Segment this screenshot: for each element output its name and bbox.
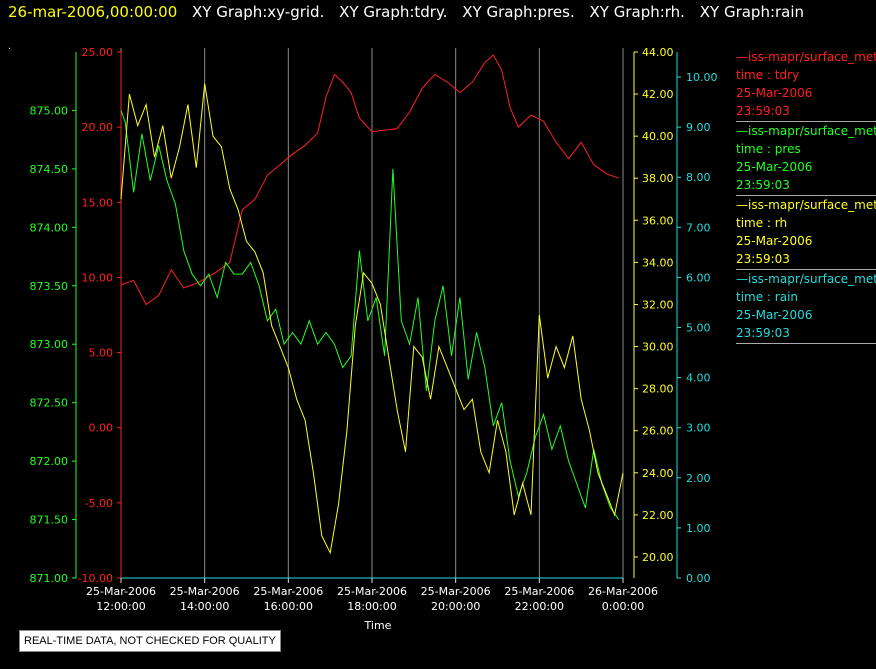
rh-tick-label: 28.00 bbox=[642, 383, 674, 396]
quality-disclaimer: REAL-TIME DATA, NOT CHECKED FOR QUALITY bbox=[19, 630, 281, 652]
x-tick-label-time: 0:00:00 bbox=[602, 600, 644, 613]
x-tick-label-time: 18:00:00 bbox=[347, 600, 396, 613]
series-line-rh bbox=[120, 83, 624, 555]
pres-tick-label: 875.00 bbox=[30, 104, 69, 117]
rh-tick-label: 42.00 bbox=[642, 88, 674, 101]
legend-entry-rh[interactable]: —iss-mapr/surface_met time : rh 25-Mar-2… bbox=[736, 196, 876, 270]
x-axis-label: Time bbox=[364, 619, 392, 632]
rh-tick-label: 24.00 bbox=[642, 467, 674, 480]
legend-divider bbox=[736, 121, 876, 122]
tdry-tick-label: -10.00 bbox=[78, 572, 113, 585]
legend-date-label: 25-Mar-2006 bbox=[736, 308, 813, 322]
rh-tick-label: 30.00 bbox=[642, 341, 674, 354]
x-tick-label-time: 16:00:00 bbox=[264, 600, 313, 613]
x-tick-label-date: 25-Mar-2006 bbox=[170, 585, 240, 598]
rain-tick-label: 3.00 bbox=[686, 422, 711, 435]
graph-label-pres: XY Graph:pres. bbox=[462, 3, 575, 21]
tdry-tick-label: -5.00 bbox=[85, 497, 113, 510]
graph-label-xy-grid: XY Graph:xy-grid. bbox=[192, 3, 325, 21]
rain-tick-label: 7.00 bbox=[686, 221, 711, 234]
x-tick-label-date: 25-Mar-2006 bbox=[253, 585, 323, 598]
pres-tick-label: 873.00 bbox=[30, 338, 69, 351]
pres-tick-label: 872.00 bbox=[30, 455, 69, 468]
rh-tick-label: 20.00 bbox=[642, 551, 674, 564]
header-datetime: 26-mar-2006,00:00:00 bbox=[8, 3, 178, 21]
rain-tick-label: 4.00 bbox=[686, 372, 711, 385]
rh-tick-label: 26.00 bbox=[642, 425, 674, 438]
legend-time-label: 23:59:03 bbox=[736, 326, 790, 340]
tdry-tick-label: 0.00 bbox=[89, 422, 114, 435]
rain-tick-label: 5.00 bbox=[686, 322, 711, 335]
rh-tick-label: 40.00 bbox=[642, 130, 674, 143]
chart-title-bar: 26-mar-2006,00:00:00 XY Graph:xy-grid. X… bbox=[8, 3, 876, 25]
graph-label-rain: XY Graph:rain bbox=[699, 3, 805, 21]
legend-divider bbox=[736, 195, 876, 196]
legend-series-label: —iss-mapr/surface_met bbox=[736, 198, 876, 212]
pres-tick-label: 872.50 bbox=[30, 397, 69, 410]
rh-tick-label: 32.00 bbox=[642, 298, 674, 311]
legend-var-label: time : pres bbox=[736, 142, 801, 156]
x-tick-label-time: 14:00:00 bbox=[180, 600, 229, 613]
x-tick-label-time: 22:00:00 bbox=[515, 600, 564, 613]
x-tick-label-date: 25-Mar-2006 bbox=[504, 585, 574, 598]
tdry-tick-label: 25.00 bbox=[82, 46, 114, 59]
series-line-pres bbox=[120, 110, 620, 520]
rain-tick-label: 2.00 bbox=[686, 472, 711, 485]
legend-entry-tdry[interactable]: —iss-mapr/surface_met time : tdry 25-Mar… bbox=[736, 48, 876, 122]
rh-tick-label: 36.00 bbox=[642, 214, 674, 227]
rain-tick-label: 8.00 bbox=[686, 171, 711, 184]
graph-label-rh: XY Graph:rh. bbox=[589, 3, 685, 21]
tdry-tick-label: 15.00 bbox=[82, 196, 114, 209]
rain-tick-label: 0.00 bbox=[686, 572, 711, 585]
corner-dot: . bbox=[8, 41, 12, 52]
x-tick-label-date: 25-Mar-2006 bbox=[86, 585, 156, 598]
series-line-tdry bbox=[120, 54, 619, 306]
x-tick-label-time: 12:00:00 bbox=[96, 600, 145, 613]
legend-time-label: 23:59:03 bbox=[736, 178, 790, 192]
legend: —iss-mapr/surface_met time : tdry 25-Mar… bbox=[736, 48, 876, 344]
rh-tick-label: 34.00 bbox=[642, 256, 674, 269]
x-tick-label-date: 25-Mar-2006 bbox=[421, 585, 491, 598]
rain-tick-label: 10.00 bbox=[686, 71, 718, 84]
rh-tick-label: 38.00 bbox=[642, 172, 674, 185]
pres-tick-label: 871.50 bbox=[30, 514, 69, 527]
legend-divider bbox=[736, 269, 876, 270]
pres-tick-label: 874.50 bbox=[30, 163, 69, 176]
legend-date-label: 25-Mar-2006 bbox=[736, 160, 813, 174]
legend-series-label: —iss-mapr/surface_met bbox=[736, 124, 876, 138]
legend-date-label: 25-Mar-2006 bbox=[736, 234, 813, 248]
legend-var-label: time : rain bbox=[736, 290, 799, 304]
legend-time-label: 23:59:03 bbox=[736, 104, 790, 118]
legend-time-label: 23:59:03 bbox=[736, 252, 790, 266]
legend-divider bbox=[736, 343, 876, 344]
pres-tick-label: 873.50 bbox=[30, 280, 69, 293]
tdry-tick-label: 20.00 bbox=[82, 121, 114, 134]
legend-series-label: —iss-mapr/surface_met bbox=[736, 272, 876, 286]
x-tick-label-date: 26-Mar-2006 bbox=[588, 585, 658, 598]
pres-tick-label: 874.00 bbox=[30, 221, 69, 234]
tdry-tick-label: 5.00 bbox=[89, 347, 114, 360]
rh-tick-label: 22.00 bbox=[642, 509, 674, 522]
legend-date-label: 25-Mar-2006 bbox=[736, 86, 813, 100]
x-tick-label-time: 20:00:00 bbox=[431, 600, 480, 613]
legend-var-label: time : tdry bbox=[736, 68, 800, 82]
rain-tick-label: 9.00 bbox=[686, 121, 711, 134]
rain-tick-label: 6.00 bbox=[686, 271, 711, 284]
rain-tick-label: 1.00 bbox=[686, 522, 711, 535]
pres-tick-label: 871.00 bbox=[30, 572, 69, 585]
x-tick-label-date: 25-Mar-2006 bbox=[337, 585, 407, 598]
legend-entry-pres[interactable]: —iss-mapr/surface_met time : pres 25-Mar… bbox=[736, 122, 876, 196]
rh-tick-label: 44.00 bbox=[642, 46, 674, 59]
legend-series-label: —iss-mapr/surface_met bbox=[736, 50, 876, 64]
legend-entry-rain[interactable]: —iss-mapr/surface_met time : rain 25-Mar… bbox=[736, 270, 876, 344]
tdry-tick-label: 10.00 bbox=[82, 271, 114, 284]
graph-label-tdry: XY Graph:tdry. bbox=[339, 3, 448, 21]
legend-var-label: time : rh bbox=[736, 216, 788, 230]
